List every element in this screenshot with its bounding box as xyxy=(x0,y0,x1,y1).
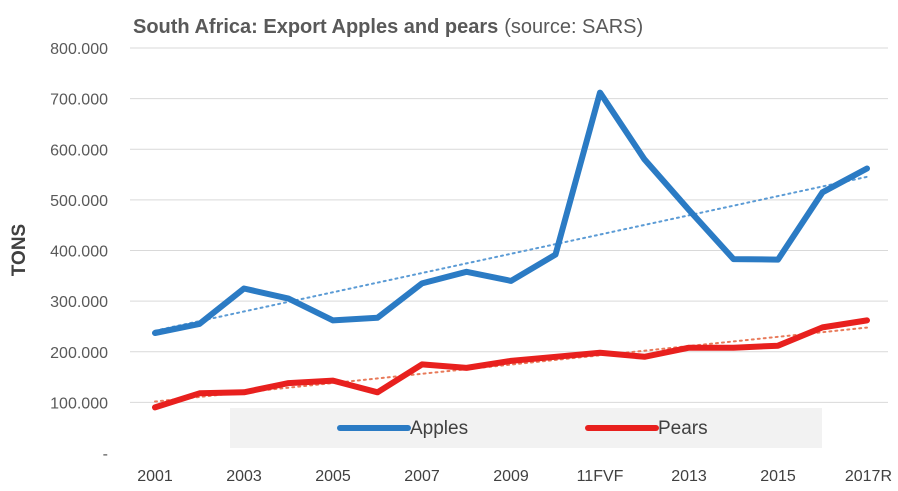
x-tick-label: 2005 xyxy=(315,468,351,485)
y-tick-label: 100.000 xyxy=(50,395,108,412)
y-tick-label: - xyxy=(103,446,108,463)
x-tick-label: 2015 xyxy=(760,468,796,485)
x-tick-label: 2009 xyxy=(493,468,529,485)
y-axis-label: TONS xyxy=(9,224,30,276)
x-tick-label: 2007 xyxy=(404,468,440,485)
y-tick-label: 700.000 xyxy=(50,92,108,109)
legend-label-pears: Pears xyxy=(658,418,708,439)
x-tick-label: 2003 xyxy=(226,468,262,485)
legend: Apples Pears xyxy=(337,418,708,439)
y-tick-label: 600.000 xyxy=(50,142,108,159)
x-tick-label: 11FVF xyxy=(577,468,624,485)
trendline-apples xyxy=(154,175,868,332)
y-tick-label: 200.000 xyxy=(50,345,108,362)
gridlines xyxy=(130,47,888,403)
legend-label-apples: Apples xyxy=(410,418,468,439)
x-tick-label: 2013 xyxy=(671,468,707,485)
x-tick-label: 2017R xyxy=(845,468,892,485)
x-axis-ticks: 2001 2003 2005 2007 2009 11FVF 2013 2015 2017R xyxy=(137,468,892,485)
chart-title-main: South Africa: Export Apples and pears xyxy=(133,16,498,38)
x-tick-label: 2001 xyxy=(137,468,173,485)
y-tick-label: 800.000 xyxy=(50,41,108,58)
y-axis-ticks: - 100.000 200.000 300.000 400.000 500.000 600.… xyxy=(50,41,108,463)
legend-background xyxy=(230,408,822,448)
series-line-apples xyxy=(152,89,870,336)
chart-title: South Africa: Export Apples and pears (so… xyxy=(133,16,643,38)
series-lines xyxy=(152,89,870,411)
y-tick-label: 400.000 xyxy=(50,244,108,261)
series-line-pears xyxy=(152,317,870,411)
y-tick-label: 300.000 xyxy=(50,294,108,311)
chart-subtitle: (source: SARS) xyxy=(504,16,643,38)
y-tick-label: 500.000 xyxy=(50,193,108,210)
